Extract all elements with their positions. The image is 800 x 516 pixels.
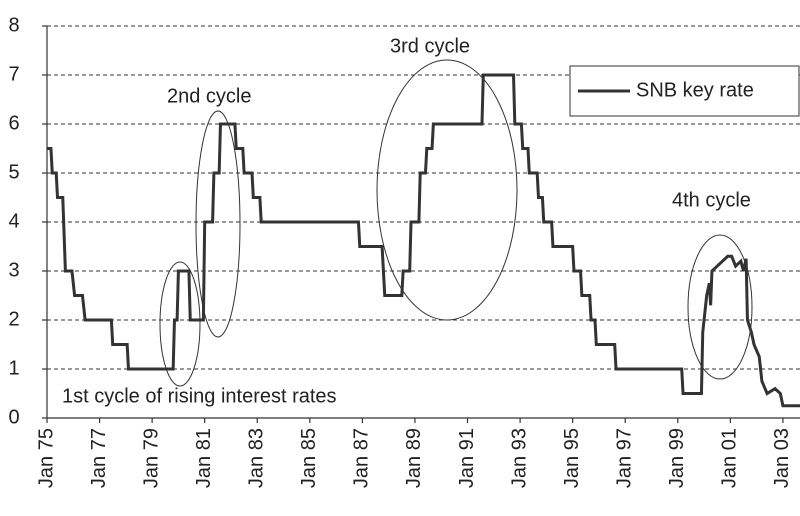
y-tick-label: 8 xyxy=(8,14,19,36)
x-tick-label: Jan 79 xyxy=(140,428,162,488)
x-tick-label: Jan 89 xyxy=(403,428,425,488)
x-tick-label: Jan 01 xyxy=(719,428,741,488)
y-tick-label: 0 xyxy=(8,406,19,428)
cycle-ellipse xyxy=(195,110,241,338)
x-tick-label: Jan 93 xyxy=(508,428,530,488)
x-tick-label: Jan 97 xyxy=(614,428,636,488)
x-tick-label: Jan 83 xyxy=(246,428,268,488)
annotation: 3rd cycle xyxy=(390,35,470,57)
cycle-ellipse xyxy=(376,59,518,321)
x-tick-label: Jan 87 xyxy=(351,428,373,488)
series-line xyxy=(47,73,800,408)
x-tick-label: Jan 99 xyxy=(666,428,688,488)
y-tick-label: 4 xyxy=(8,210,19,232)
y-tick-label: 1 xyxy=(8,357,19,379)
y-tick-label: 7 xyxy=(8,63,19,85)
x-tick-label: Jan 77 xyxy=(88,428,110,488)
annotation: 2nd cycle xyxy=(167,85,252,107)
annotation: 4th cycle xyxy=(672,189,751,211)
x-tick-label: Jan 91 xyxy=(456,428,478,488)
x-tick-label: Jan 75 xyxy=(35,428,57,488)
legend-label: SNB key rate xyxy=(636,79,754,101)
y-tick-label: 3 xyxy=(8,259,19,281)
x-tick-label: Jan 95 xyxy=(561,428,583,488)
cycle-ellipse xyxy=(687,234,753,380)
annotation: 1st cycle of rising interest rates xyxy=(62,385,337,407)
x-tick-label: Jan 85 xyxy=(298,428,320,488)
x-tick-label: Jan 03 xyxy=(771,428,793,488)
y-tick-label: 5 xyxy=(8,161,19,183)
y-tick-label: 6 xyxy=(8,112,19,134)
y-tick-label: 2 xyxy=(8,308,19,330)
x-tick-label: Jan 81 xyxy=(193,428,215,488)
cycle-ellipse xyxy=(159,261,201,387)
